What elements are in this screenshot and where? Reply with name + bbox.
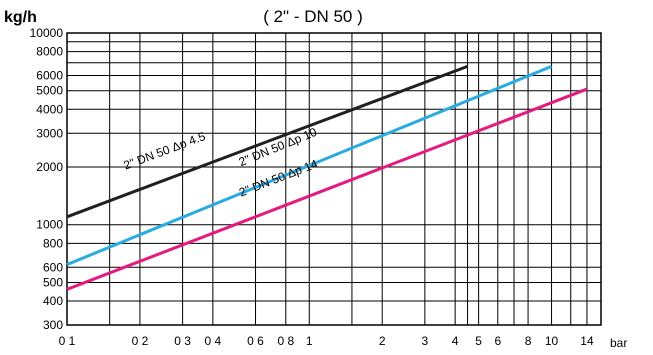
x-tick-label: 3 [422, 334, 429, 348]
y-tick-label: 10000 [30, 26, 64, 40]
y-tick-label: 500 [43, 275, 63, 289]
plot-frame [66, 32, 602, 326]
y-tick-label: 5000 [36, 84, 63, 98]
x-tick-label: 1 [306, 334, 313, 348]
x-tick-label: 0 3 [174, 334, 191, 348]
y-tick-label: 300 [43, 318, 63, 332]
x-tick-label: 0 2 [132, 334, 149, 348]
series-layer: 2" DN 50 Δp 4.5 2" DN 50 Δp 102" DN 50 Δp… [66, 64, 588, 291]
x-axis-label: bar [610, 336, 627, 350]
x-tick-label: 14 [580, 334, 594, 348]
y-tick-label: 2000 [36, 160, 63, 174]
x-tick-label: 2 [379, 334, 386, 348]
y-tick-label: 800 [43, 236, 63, 250]
y-tick-label: 3000 [36, 126, 63, 140]
x-tick-label: 0 4 [205, 334, 222, 348]
x-tick-label: 10 [545, 334, 559, 348]
y-tick-label: 400 [43, 294, 63, 308]
y-tick-label: 6000 [36, 69, 63, 83]
x-tick-label: 8 [525, 334, 532, 348]
x-tick-label: 5 [475, 334, 482, 348]
y-tick-label: 600 [43, 260, 63, 274]
y-tick-label: 1000 [36, 218, 63, 232]
x-tick-label: 0 6 [247, 334, 264, 348]
series-line [66, 87, 588, 291]
y-tick-label: 8000 [36, 45, 63, 59]
x-tick-label: 6 [494, 334, 501, 348]
series-line [66, 64, 553, 266]
x-tick-label: 4 [452, 334, 459, 348]
x-tick-label: 0 8 [277, 334, 294, 348]
tick-labels: 1000080006000500040003000200010008006005… [30, 26, 594, 348]
y-tick-label: 4000 [36, 102, 63, 116]
grid [66, 32, 602, 326]
chart-title: ( 2" - DN 50 ) [263, 7, 363, 26]
series-line [66, 64, 469, 219]
x-tick-label: 0 1 [59, 334, 76, 348]
series-label: 2" DN 50 Δp 4.5 [122, 129, 208, 173]
y-axis-label: kg/h [4, 9, 37, 26]
